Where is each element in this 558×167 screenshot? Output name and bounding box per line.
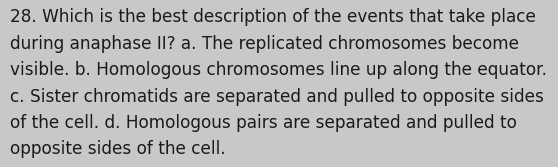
Text: visible. b. Homologous chromosomes line up along the equator.: visible. b. Homologous chromosomes line … xyxy=(10,61,547,79)
Text: during anaphase II? a. The replicated chromosomes become: during anaphase II? a. The replicated ch… xyxy=(10,35,519,53)
Text: opposite sides of the cell.: opposite sides of the cell. xyxy=(10,140,226,158)
Text: c. Sister chromatids are separated and pulled to opposite sides: c. Sister chromatids are separated and p… xyxy=(10,88,544,106)
Text: 28. Which is the best description of the events that take place: 28. Which is the best description of the… xyxy=(10,8,536,26)
Text: of the cell. d. Homologous pairs are separated and pulled to: of the cell. d. Homologous pairs are sep… xyxy=(10,114,517,132)
